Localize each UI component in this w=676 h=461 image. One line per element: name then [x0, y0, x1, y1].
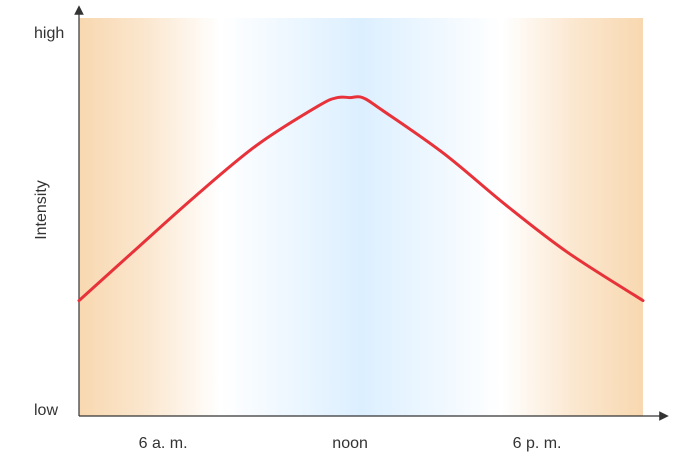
x-tick-label: noon: [332, 435, 368, 452]
y-top-label: high: [34, 25, 64, 42]
background-gradient: [79, 18, 643, 416]
x-tick-labels: 6 a. m. noon 6 p. m.: [139, 435, 562, 452]
intensity-line: [77, 95, 645, 303]
x-tick-label: 6 p. m.: [513, 435, 562, 452]
y-axis-label: Intensity: [33, 180, 50, 240]
x-tick-label: 6 a. m.: [139, 435, 188, 452]
y-bottom-label: low: [34, 402, 58, 419]
